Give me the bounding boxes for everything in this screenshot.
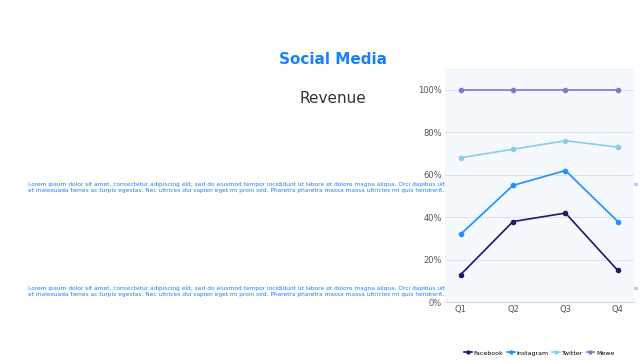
Facebook	[614, 268, 621, 273]
Text: Lorem ipsum dolor sit amet, consectetur adipiscing elit, sed do eiusmod tempor i: Lorem ipsum dolor sit amet, consectetur …	[28, 286, 638, 297]
FancyBboxPatch shape	[213, 135, 452, 240]
Instagram	[561, 168, 569, 173]
Mewe	[561, 87, 569, 92]
FancyBboxPatch shape	[213, 239, 452, 344]
Facebook	[561, 211, 569, 215]
Line: Mewe: Mewe	[458, 87, 620, 92]
Text: Social Media: Social Media	[279, 52, 387, 67]
Facebook	[457, 273, 465, 277]
FancyBboxPatch shape	[211, 10, 455, 148]
Instagram	[457, 232, 465, 237]
Mewe	[509, 87, 517, 92]
Twitter	[457, 156, 465, 160]
Text: Lorem ipsum dolor sit amet, consectetur adipiscing elit, sed do eiusmod tempor i: Lorem ipsum dolor sit amet, consectetur …	[28, 182, 638, 193]
Instagram	[614, 219, 621, 224]
Legend: Facebook, Instagram, Twitter, Mewe: Facebook, Instagram, Twitter, Mewe	[461, 348, 617, 358]
Line: Facebook: Facebook	[458, 211, 620, 277]
Twitter	[614, 145, 621, 149]
Line: Instagram: Instagram	[458, 168, 620, 237]
Line: Twitter: Twitter	[458, 139, 620, 160]
Instagram	[509, 183, 517, 188]
Text: Revenue: Revenue	[300, 91, 366, 106]
Twitter	[561, 139, 569, 143]
Facebook	[509, 219, 517, 224]
Twitter	[509, 147, 517, 152]
Mewe	[614, 87, 621, 92]
Mewe	[457, 87, 465, 92]
